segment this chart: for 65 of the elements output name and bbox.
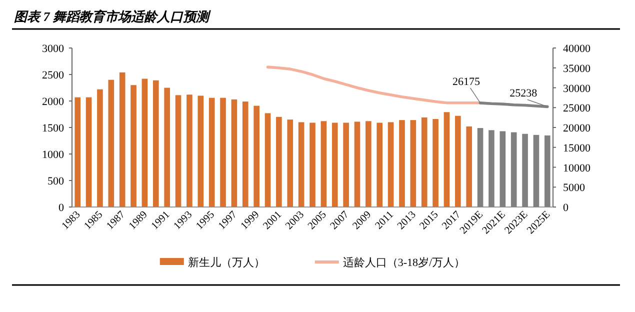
bar — [298, 122, 304, 207]
bar — [477, 128, 484, 207]
bar — [97, 89, 103, 207]
bar — [500, 131, 506, 207]
bar — [421, 117, 428, 207]
legend-label: 适龄人口（3-18岁/万人） — [342, 256, 466, 269]
data-label: 26175 — [452, 76, 481, 88]
y2-tick-label: 20000 — [563, 122, 591, 134]
bar — [254, 106, 260, 207]
bar — [74, 97, 80, 207]
y-tick-label: 1500 — [42, 122, 64, 134]
bar — [186, 94, 192, 207]
y-tick-label: 500 — [48, 176, 64, 188]
bar — [276, 116, 282, 207]
bar — [388, 122, 394, 207]
bar — [119, 72, 126, 207]
y2-tick-label: 25000 — [563, 102, 591, 115]
bar — [231, 99, 238, 207]
bar — [343, 122, 349, 207]
y2-tick-label: 35000 — [563, 62, 591, 75]
bar — [175, 95, 182, 207]
y-tick-label: 3000 — [42, 43, 64, 55]
bar — [366, 121, 372, 207]
bar — [354, 122, 360, 207]
bar — [86, 97, 92, 207]
bar — [432, 119, 438, 207]
bar — [142, 78, 148, 207]
bar — [152, 80, 159, 207]
bar — [310, 122, 316, 207]
bar — [264, 113, 271, 207]
bar — [544, 135, 550, 207]
bar — [320, 121, 327, 207]
y-tick-label: 0 — [58, 202, 64, 214]
bar — [242, 102, 248, 207]
y2-tick-label: 5000 — [563, 182, 586, 194]
legend-label: 新生儿（万人） — [188, 256, 265, 269]
bar — [130, 85, 136, 207]
bar — [376, 122, 383, 207]
y-tick-label: 2000 — [42, 96, 64, 108]
chart-title: 图表 7 舞蹈教育市场适龄人口预测 — [14, 9, 211, 24]
bar — [522, 134, 528, 207]
y2-tick-label: 30000 — [563, 82, 591, 95]
bar — [108, 80, 114, 207]
y2-tick-label: 10000 — [563, 162, 591, 174]
line-series — [266, 66, 482, 104]
bar — [287, 120, 294, 207]
bar — [220, 98, 226, 207]
bar — [510, 132, 517, 207]
bar — [466, 126, 472, 207]
bar — [208, 98, 215, 207]
y-tick-label: 2500 — [42, 70, 64, 82]
bar — [488, 130, 494, 207]
bar — [164, 88, 170, 207]
y2-tick-label: 15000 — [563, 142, 591, 154]
data-label: 25238 — [510, 88, 538, 100]
bar — [533, 134, 540, 207]
y-tick-label: 1000 — [42, 149, 64, 161]
bar — [332, 122, 338, 207]
bar — [198, 96, 204, 207]
bar — [444, 112, 450, 207]
bar — [455, 116, 461, 207]
y2-tick-label: 0 — [563, 202, 569, 214]
bar — [399, 120, 405, 207]
y2-tick-label: 40000 — [563, 43, 591, 55]
bar — [410, 120, 416, 207]
